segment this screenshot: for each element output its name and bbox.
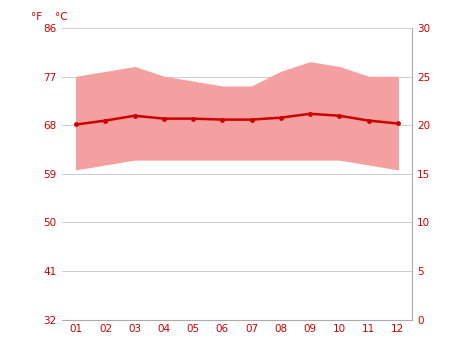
Text: °F: °F (31, 12, 42, 22)
Text: °C: °C (55, 12, 67, 22)
